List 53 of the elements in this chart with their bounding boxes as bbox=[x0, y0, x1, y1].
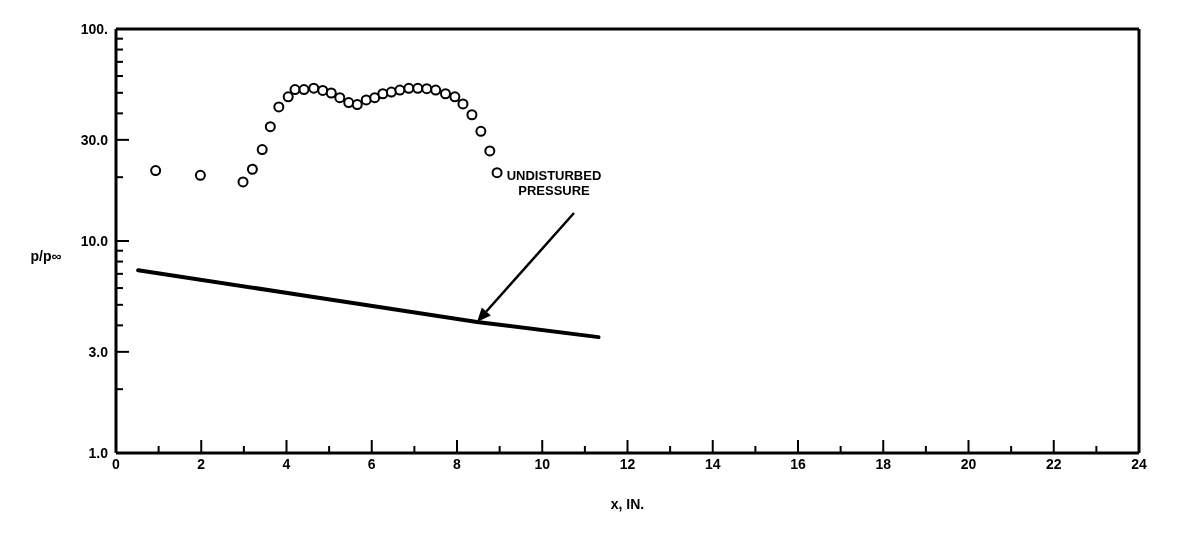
point bbox=[351, 99, 363, 111]
point bbox=[273, 101, 285, 113]
point bbox=[475, 125, 487, 137]
x-tick-label: 14 bbox=[704, 456, 721, 472]
x-tick-label: 18 bbox=[875, 456, 892, 472]
point bbox=[385, 86, 397, 98]
annotation: UNDISTURBED PRESSURE bbox=[506, 168, 602, 198]
x-tick-label: 6 bbox=[367, 456, 376, 472]
point bbox=[289, 84, 301, 96]
point bbox=[194, 169, 206, 181]
x-tick-label: 20 bbox=[960, 456, 977, 472]
x-tick-label: 0 bbox=[112, 456, 121, 472]
point bbox=[439, 88, 451, 100]
point bbox=[150, 165, 162, 177]
point bbox=[484, 145, 496, 157]
x-tick-label: 8 bbox=[453, 456, 462, 472]
point bbox=[466, 109, 478, 121]
point bbox=[412, 82, 424, 94]
point bbox=[491, 167, 503, 179]
point bbox=[394, 84, 406, 96]
y-tick-label: 30.0 bbox=[80, 131, 109, 148]
point bbox=[421, 83, 433, 95]
point bbox=[457, 98, 469, 110]
x-tick-label: 22 bbox=[1045, 456, 1062, 472]
point bbox=[264, 121, 276, 133]
point bbox=[246, 163, 258, 175]
point bbox=[308, 82, 320, 94]
y-tick-label: 1.0 bbox=[88, 445, 109, 461]
x-axis-title: x, IN. bbox=[610, 496, 645, 512]
x-tick-label: 24 bbox=[1131, 456, 1147, 472]
x-tick-label: 2 bbox=[197, 456, 206, 472]
y-tick-label: 3.0 bbox=[88, 343, 109, 360]
point bbox=[298, 84, 310, 96]
x-tick-label: 4 bbox=[282, 456, 291, 472]
y-tick-label: 10.0 bbox=[80, 233, 109, 249]
y-axis-title: p/p∞ bbox=[30, 248, 62, 264]
x-tick-label: 10 bbox=[534, 456, 551, 472]
point bbox=[325, 87, 337, 99]
point bbox=[377, 88, 389, 100]
point bbox=[449, 91, 461, 103]
point bbox=[430, 84, 442, 96]
point bbox=[317, 84, 329, 96]
line-series bbox=[136, 268, 601, 340]
x-tick-label: 16 bbox=[790, 456, 806, 472]
point bbox=[403, 82, 415, 94]
point bbox=[369, 92, 381, 104]
point bbox=[237, 176, 249, 188]
point bbox=[343, 97, 355, 109]
y-tick-label: 100. bbox=[80, 21, 108, 37]
x-tick-label: 12 bbox=[619, 456, 636, 472]
point bbox=[334, 92, 346, 104]
point bbox=[282, 91, 294, 103]
point bbox=[256, 144, 268, 156]
